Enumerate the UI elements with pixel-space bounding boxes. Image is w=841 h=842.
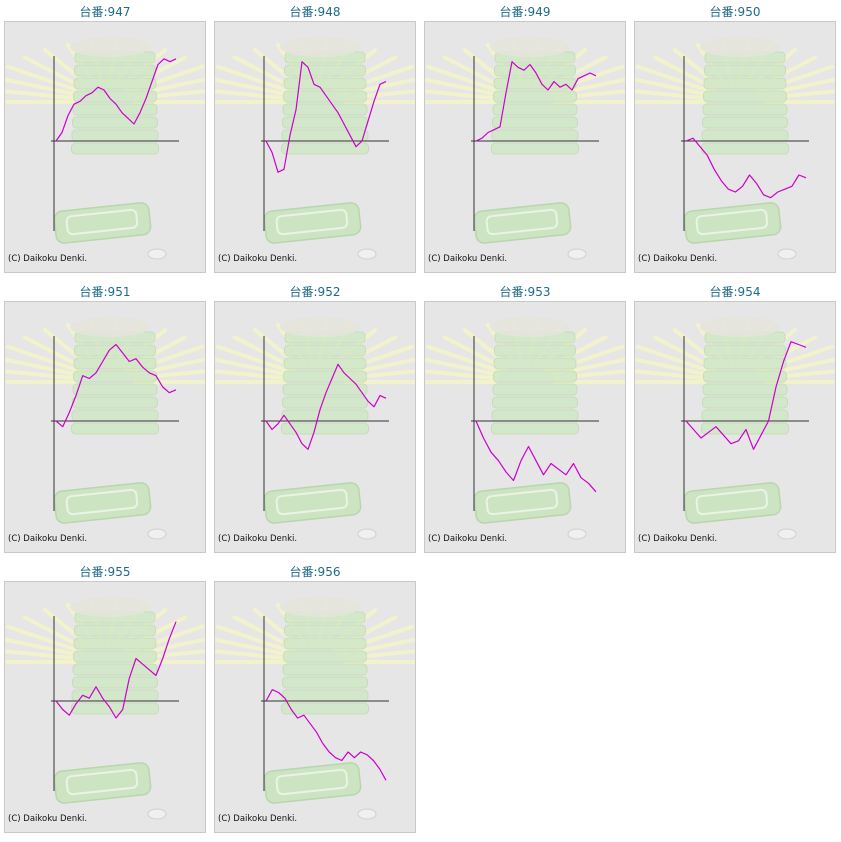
series-line [475,420,597,493]
background-art [215,37,415,260]
chart-cell-8: 台番:954 (C) Daikoku Denki. [630,280,840,560]
chart-frame: (C) Daikoku Denki. [424,21,626,273]
chart-frame: (C) Daikoku Denki. [634,21,836,273]
background-art [5,597,205,820]
chart-cell-4: 台番:950 (C) Daikoku Denki. [630,0,840,280]
chart-cell-10: 台番:956 (C) Daikoku Denki. [210,560,420,840]
axes [681,336,809,511]
background-art [635,317,835,540]
series-line [55,621,177,719]
chart-title[interactable]: 台番:953 [499,285,551,299]
copyright-text: (C) Daikoku Denki. [218,254,298,264]
chart-cell-7: 台番:953 (C) Daikoku Denki. [420,280,630,560]
chart-svg [215,317,415,540]
chart-title[interactable]: 台番:952 [289,285,341,299]
background-art [5,37,205,260]
copyright-text: (C) Daikoku Denki. [428,534,508,544]
axes [471,336,599,511]
chart-title[interactable]: 台番:954 [709,285,761,299]
axes [261,616,389,791]
chart-cell-2: 台番:948 (C) Daikoku Denki. [210,0,420,280]
chart-title[interactable]: 台番:949 [499,5,551,19]
axes [471,56,599,231]
chart-frame: (C) Daikoku Denki. [4,301,206,553]
chart-svg [635,317,835,540]
copyright-text: (C) Daikoku Denki. [638,534,718,544]
background-art [215,597,415,820]
chart-title[interactable]: 台番:947 [79,5,131,19]
background-art [635,37,835,260]
copyright-text: (C) Daikoku Denki. [428,254,508,264]
chart-svg [635,37,835,260]
chart-title[interactable]: 台番:951 [79,285,131,299]
series-line [685,341,807,450]
series-line [265,61,387,173]
chart-svg [425,37,625,260]
chart-svg [5,597,205,820]
axes [51,336,179,511]
chart-svg [425,317,625,540]
chart-svg [215,37,415,260]
chart-cell-5: 台番:951 (C) Daikoku Denki. [0,280,210,560]
background-art [215,317,415,540]
chart-cell-3: 台番:949 (C) Daikoku Denki. [420,0,630,280]
axes [681,56,809,231]
series-line [55,343,177,428]
copyright-text: (C) Daikoku Denki. [218,534,298,544]
axes [261,56,389,231]
copyright-text: (C) Daikoku Denki. [218,814,298,824]
axes [51,56,179,231]
copyright-text: (C) Daikoku Denki. [8,534,88,544]
background-art [5,317,205,540]
chart-frame: (C) Daikoku Denki. [4,21,206,273]
chart-frame: (C) Daikoku Denki. [214,581,416,833]
chart-frame: (C) Daikoku Denki. [4,581,206,833]
chart-svg [215,597,415,820]
series-line [55,58,177,142]
chart-frame: (C) Daikoku Denki. [634,301,836,553]
chart-cell-6: 台番:952 (C) Daikoku Denki. [210,280,420,560]
chart-title[interactable]: 台番:948 [289,5,341,19]
chart-frame: (C) Daikoku Denki. [214,301,416,553]
axes [261,336,389,511]
copyright-text: (C) Daikoku Denki. [8,814,88,824]
series-line [475,61,597,142]
chart-cell-1: 台番:947 (C) Daikoku Denki. [0,0,210,280]
chart-svg [5,317,205,540]
chart-frame: (C) Daikoku Denki. [424,301,626,553]
chart-title[interactable]: 台番:955 [79,565,131,579]
copyright-text: (C) Daikoku Denki. [638,254,718,264]
chart-cell-9: 台番:955 (C) Daikoku Denki. [0,560,210,840]
chart-frame: (C) Daikoku Denki. [214,21,416,273]
chart-title[interactable]: 台番:950 [709,5,761,19]
series-line [685,137,807,199]
background-art [425,37,625,260]
copyright-text: (C) Daikoku Denki. [8,254,88,264]
series-line [265,363,387,450]
chart-title[interactable]: 台番:956 [289,565,341,579]
series-line [265,689,387,781]
chart-svg [5,37,205,260]
axes [51,616,179,791]
background-art [425,317,625,540]
